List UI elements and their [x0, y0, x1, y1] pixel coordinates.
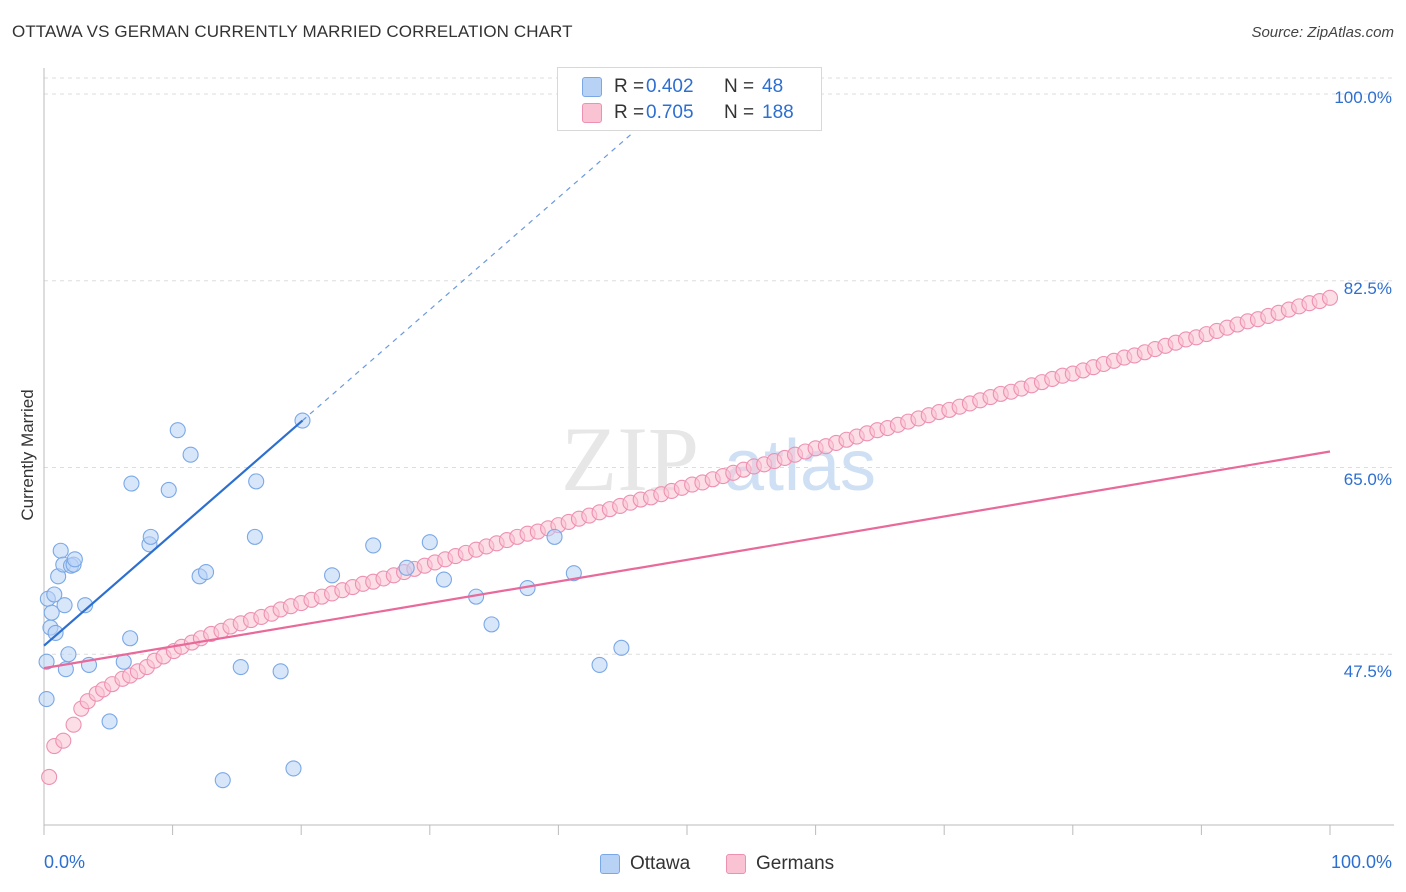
ottawa-point — [197, 564, 215, 581]
ottawa-point — [182, 446, 199, 463]
x-tick-label-min: 0.0% — [44, 852, 86, 872]
ottawa-point — [38, 691, 55, 708]
ottawa-swatch — [582, 77, 602, 97]
germans-points — [41, 289, 1339, 786]
ottawa-point — [324, 567, 341, 584]
trend-lines — [43, 132, 1331, 670]
germans-point — [41, 768, 58, 786]
germans-point — [1321, 289, 1339, 306]
ottawa-legend-swatch — [600, 854, 620, 874]
grid-lines — [44, 77, 1394, 655]
germans-point — [55, 732, 72, 749]
axes — [43, 68, 1394, 835]
ottawa-point — [565, 565, 582, 582]
ottawa-point — [169, 422, 186, 439]
germans-legend-label: Germans — [756, 853, 835, 874]
ottawa-point — [77, 597, 94, 614]
ottawa-point — [398, 559, 415, 576]
ottawa-point — [122, 630, 139, 647]
y-tick-label-65: 65.0% — [1343, 470, 1392, 489]
ottawa-trend-line — [43, 419, 304, 647]
ottawa-point — [160, 481, 177, 498]
ottawa-point — [546, 528, 563, 545]
ottawa-point — [435, 571, 452, 588]
chart-title: OTTAWA VS GERMAN CURRENTLY MARRIED CORRE… — [12, 22, 573, 41]
ottawa-point — [142, 528, 159, 545]
n-label: N = — [724, 102, 755, 123]
ottawa-legend-label: Ottawa — [630, 853, 691, 874]
ottawa-point — [101, 713, 118, 730]
ottawa-point — [232, 659, 249, 676]
ottawa-point — [248, 473, 265, 490]
ottawa-r-value: 0.402 — [646, 76, 694, 97]
bottom-legend-germans: Germans — [726, 852, 834, 876]
ottawa-point — [56, 597, 73, 614]
ottawa-point — [483, 616, 500, 633]
ottawa-point — [214, 772, 231, 789]
ottawa-point — [421, 534, 438, 551]
ottawa-point — [38, 653, 55, 670]
ottawa-point — [246, 528, 263, 545]
germans-legend-swatch — [726, 854, 746, 874]
chart-source: Source: ZipAtlas.com — [1251, 24, 1394, 41]
ottawa-point — [43, 604, 60, 621]
germans-n-value: 188 — [762, 102, 794, 123]
ottawa-trend-extension — [302, 132, 634, 422]
y-tick-label-100: 100.0% — [1334, 88, 1392, 107]
ottawa-point — [123, 475, 140, 492]
y-axis-label: Currently Married — [18, 389, 37, 521]
y-tick-label-47-5: 47.5% — [1343, 662, 1392, 681]
legend-row-germans: R = 0.705 N = 188 — [582, 101, 794, 125]
ottawa-point — [613, 639, 630, 656]
ottawa-n-value: 48 — [762, 76, 784, 97]
stats-legend: R = 0.402 N = 48 R = 0.705 N = 188 — [557, 67, 822, 131]
r-label: R = — [614, 76, 645, 97]
ottawa-point — [66, 551, 83, 568]
legend-row-ottawa: R = 0.402 N = 48 — [582, 75, 783, 99]
n-label: N = — [724, 76, 755, 97]
ottawa-point — [285, 760, 302, 777]
ottawa-point — [46, 586, 63, 603]
r-label: R = — [614, 102, 645, 123]
ottawa-point — [47, 624, 64, 641]
x-tick-label-max: 100.0% — [1330, 852, 1392, 872]
germans-point — [65, 716, 82, 733]
ottawa-point — [60, 646, 77, 663]
y-tick-label-82-5: 82.5% — [1343, 279, 1392, 298]
ottawa-point — [591, 656, 608, 673]
ottawa-point — [365, 537, 382, 554]
germans-trend-line — [43, 450, 1331, 670]
bottom-legend-ottawa: Ottawa — [600, 852, 690, 876]
ottawa-point — [272, 663, 289, 680]
germans-swatch — [582, 103, 602, 123]
ottawa-point — [52, 542, 69, 559]
germans-r-value: 0.705 — [646, 102, 694, 123]
